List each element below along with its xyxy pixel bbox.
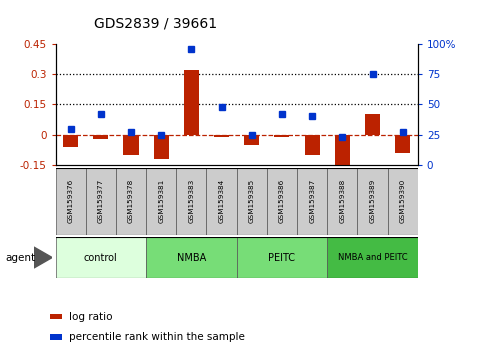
Text: NMBA: NMBA [177, 252, 206, 263]
Bar [116, 168, 146, 235]
Bar [267, 168, 297, 235]
Bar [207, 168, 237, 235]
Text: PEITC: PEITC [269, 252, 296, 263]
Text: agent: agent [6, 252, 36, 263]
Text: GSM159386: GSM159386 [279, 178, 285, 223]
Text: GSM159383: GSM159383 [188, 178, 194, 223]
Bar [357, 168, 388, 235]
Bar [50, 335, 62, 340]
Text: GSM159385: GSM159385 [249, 178, 255, 223]
Text: control: control [84, 252, 118, 263]
Bar [86, 168, 116, 235]
Text: GSM159388: GSM159388 [340, 178, 345, 223]
Bar [124, 135, 139, 155]
Bar [56, 237, 146, 278]
Bar [244, 135, 259, 144]
Bar [146, 237, 237, 278]
Bar [154, 135, 169, 159]
Bar [237, 237, 327, 278]
Bar [274, 135, 289, 137]
Bar [93, 135, 108, 138]
Bar [335, 135, 350, 173]
Bar [327, 237, 418, 278]
Polygon shape [34, 247, 52, 268]
Bar [388, 168, 418, 235]
Text: GSM159387: GSM159387 [309, 178, 315, 223]
Bar [305, 135, 320, 155]
Text: percentile rank within the sample: percentile rank within the sample [70, 332, 245, 342]
Bar [237, 168, 267, 235]
Bar [56, 168, 86, 235]
Text: log ratio: log ratio [70, 312, 113, 321]
Text: GSM159378: GSM159378 [128, 178, 134, 223]
Text: GSM159377: GSM159377 [98, 178, 104, 223]
Bar [214, 135, 229, 137]
Text: GSM159384: GSM159384 [219, 178, 225, 223]
Text: GDS2839 / 39661: GDS2839 / 39661 [94, 16, 217, 30]
Bar [365, 114, 380, 135]
Text: GSM159381: GSM159381 [158, 178, 164, 223]
Bar [50, 314, 62, 319]
Bar [327, 168, 357, 235]
Text: GSM159376: GSM159376 [68, 178, 73, 223]
Bar [395, 135, 410, 153]
Bar [176, 168, 207, 235]
Bar [63, 135, 78, 147]
Text: GSM159389: GSM159389 [369, 178, 375, 223]
Text: NMBA and PEITC: NMBA and PEITC [338, 253, 407, 262]
Bar [146, 168, 176, 235]
Bar [184, 70, 199, 135]
Bar [297, 168, 327, 235]
Text: GSM159390: GSM159390 [400, 178, 406, 223]
